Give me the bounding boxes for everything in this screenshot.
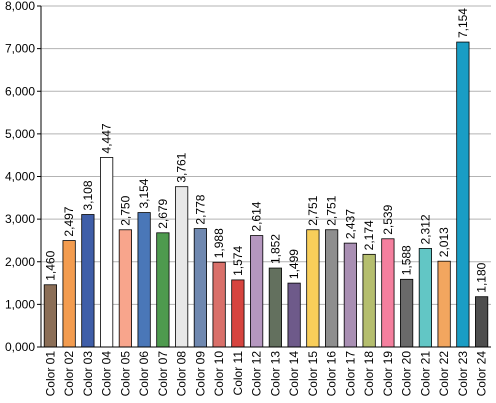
y-tick-label: 6,000 (5, 84, 35, 98)
data-label: 1,180 (475, 262, 489, 292)
bar (268, 267, 282, 348)
y-tick-labels: 0,000 1,000 2,000 3,000 4,000 5,000 6,000 7,000… (5, 0, 35, 354)
y-tick-label: 2,000 (5, 255, 35, 269)
bar (156, 232, 170, 348)
category-label: Color 06 (137, 351, 151, 397)
data-label: 2,312 (418, 214, 432, 244)
category-labels: Color 01 Color 02 Color 03 Color 04 Color 05… (43, 351, 488, 397)
category-label: Color 09 (193, 351, 207, 397)
category-label: Color 17 (343, 351, 357, 397)
category-label: Color 15 (306, 351, 320, 397)
category-label: Color 16 (325, 351, 339, 397)
y-tick-label: 0,000 (5, 340, 35, 354)
bar (325, 229, 339, 348)
data-label: 1,499 (287, 249, 301, 279)
category-label: Color 13 (268, 351, 282, 397)
category-label: Color 05 (118, 351, 132, 397)
category-label: Color 10 (212, 351, 226, 397)
bar (437, 260, 451, 348)
data-label: 2,751 (306, 195, 320, 225)
bar (306, 229, 320, 348)
data-label: 3,154 (137, 178, 151, 208)
y-tick-label: 8,000 (5, 0, 35, 13)
category-label: Color 19 (381, 351, 395, 397)
data-label: 3,761 (175, 152, 189, 182)
data-labels: 1,460 2,497 3,108 4,447 2,750 3,154 2,679 3,761… (43, 8, 488, 293)
y-tick-label: 4,000 (5, 170, 35, 184)
bar (193, 228, 207, 348)
data-label: 2,174 (362, 220, 376, 250)
bar (118, 229, 132, 348)
axes (40, 6, 491, 348)
category-label: Color 18 (362, 351, 376, 397)
data-label: 2,497 (62, 206, 76, 236)
data-label: 2,614 (250, 201, 264, 231)
bar (456, 41, 470, 348)
category-label: Color 03 (81, 351, 95, 397)
bar (250, 235, 264, 348)
data-label: 2,751 (325, 195, 339, 225)
bar (62, 240, 76, 348)
bar (231, 279, 245, 348)
category-label: Color 21 (418, 351, 432, 397)
data-label: 2,539 (381, 204, 395, 234)
category-label: Color 23 (456, 351, 470, 397)
category-label: Color 08 (175, 351, 189, 397)
data-label: 4,447 (100, 123, 114, 153)
bar (175, 186, 189, 348)
data-label: 2,750 (118, 195, 132, 225)
data-label: 1,988 (212, 228, 226, 258)
category-label: Color 02 (62, 351, 76, 397)
category-label: Color 22 (437, 351, 451, 397)
bar (137, 212, 151, 348)
data-label: 2,013 (437, 227, 451, 257)
category-label: Color 24 (475, 351, 489, 397)
category-label: Color 12 (250, 351, 264, 397)
data-label: 1,460 (43, 250, 57, 280)
data-label: 2,437 (343, 209, 357, 239)
data-label: 1,852 (268, 234, 282, 264)
category-label: Color 04 (100, 351, 114, 397)
data-label: 7,154 (456, 8, 470, 38)
bar (81, 214, 95, 348)
bar (100, 157, 114, 348)
bar (212, 261, 226, 348)
y-tick-label: 5,000 (5, 127, 35, 141)
data-label: 1,588 (400, 245, 414, 275)
y-tick-label: 1,000 (5, 297, 35, 311)
data-label: 1,574 (231, 246, 245, 276)
data-label: 2,778 (193, 194, 207, 224)
bar (362, 253, 376, 348)
category-label: Color 14 (287, 351, 301, 397)
y-tick-label: 7,000 (5, 42, 35, 56)
category-label: Color 01 (43, 351, 57, 397)
bars (43, 41, 489, 348)
bar (43, 284, 57, 348)
bar (381, 238, 395, 348)
category-label: Color 20 (400, 351, 414, 397)
data-label: 3,108 (81, 180, 95, 210)
bar (475, 296, 489, 348)
data-label: 2,679 (156, 198, 170, 228)
bar (287, 282, 301, 348)
y-tick-label: 3,000 (5, 212, 35, 226)
bar (400, 278, 414, 348)
category-label: Color 07 (156, 351, 170, 397)
bar (418, 248, 432, 348)
bar (343, 242, 357, 348)
gridlines (37, 5, 491, 348)
category-label: Color 11 (231, 351, 245, 396)
